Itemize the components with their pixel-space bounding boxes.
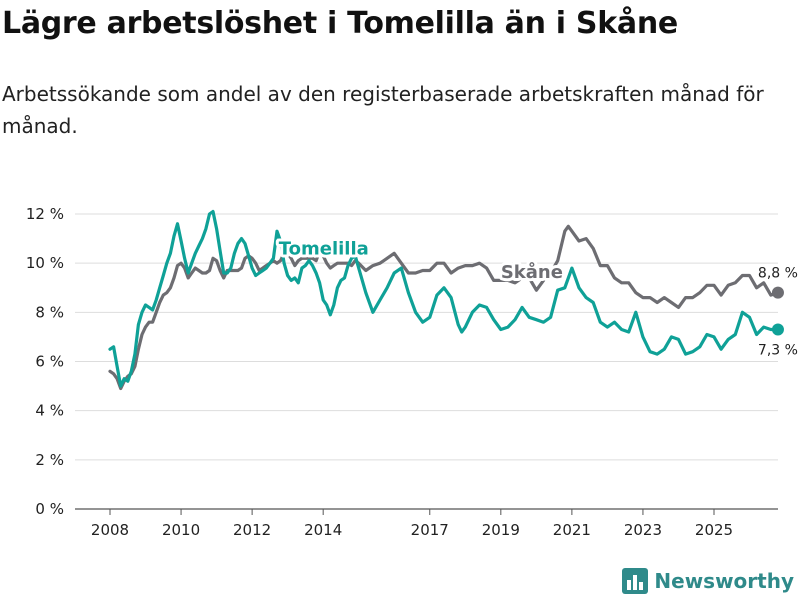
end-point-tomelilla [771, 323, 784, 336]
y-tick-label: 10 % [26, 254, 64, 272]
chart-subtitle: Arbetssökande som andel av den registerb… [2, 82, 764, 138]
brand-footer: Newsworthy [622, 568, 794, 594]
series-label-tomelilla-halo: Tomelilla [279, 239, 369, 260]
bar-chart-logo-icon [622, 568, 649, 594]
y-tick-label: 2 % [35, 451, 64, 469]
grid-layer [75, 213, 778, 510]
y-tick-label: 6 % [35, 353, 64, 371]
series-label-skane-halo: Skåne [501, 261, 563, 283]
axis-layer: 0 % 2 % 4 % 6 % 8 % 10 % 12 % 2008 2010 2012 2014 2… [26, 205, 733, 539]
x-tick-label: 2012 [233, 521, 271, 539]
y-tick-label: 4 % [35, 402, 64, 420]
series-line-tomelilla [108, 209, 780, 388]
series-line-skane [108, 224, 780, 391]
x-tick-label: 2017 [411, 521, 449, 539]
end-label-tomelilla: 7,3 % [758, 343, 798, 359]
brand-name: Newsworthy [654, 569, 794, 593]
series-label-tomelilla: Tomelilla [279, 239, 369, 260]
end-label-skane: 8,8 % [758, 266, 798, 282]
y-tick-label: 0 % [35, 500, 64, 518]
x-tick-label: 2014 [304, 521, 342, 539]
page-title: Lägre arbetslöshet i Tomelilla än i Skån… [2, 6, 678, 41]
x-tick-label: 2025 [695, 521, 733, 539]
x-tick-label: 2019 [482, 521, 520, 539]
y-tick-label: 12 % [26, 205, 64, 223]
series-label-skane: Skåne [501, 261, 563, 283]
x-tick-label: 2010 [162, 521, 200, 539]
y-tick-label: 8 % [35, 303, 64, 321]
x-tick-label: 2023 [624, 521, 662, 539]
series-layer [108, 209, 784, 391]
x-tick-label: 2008 [91, 521, 129, 539]
end-point-skane [771, 286, 784, 299]
x-tick-label: 2021 [553, 521, 591, 539]
